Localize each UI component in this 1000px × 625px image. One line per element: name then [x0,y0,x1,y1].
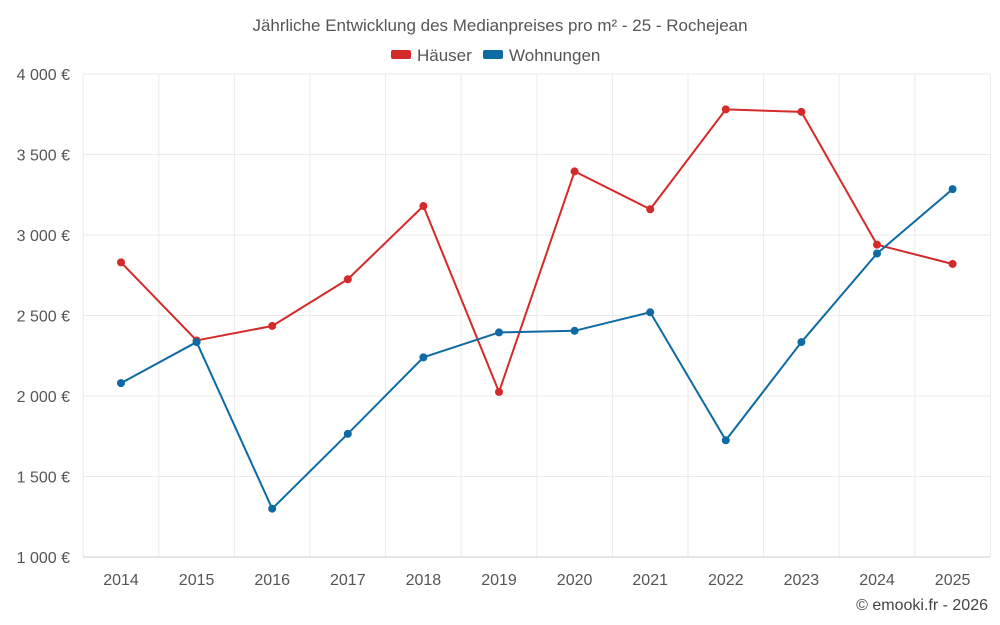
legend-swatch [483,50,503,59]
data-point [873,240,881,249]
y-tick-label: 3 500 € [17,148,70,165]
data-point [419,202,428,211]
data-point [419,353,428,362]
x-tick-label: 2022 [708,572,744,589]
series-line-wohnungen [120,188,954,510]
legend-label: Häuser [417,46,472,65]
data-point [721,436,730,445]
data-point [948,259,957,268]
x-tick-label: 2016 [254,572,290,589]
data-point [797,107,806,116]
data-point [721,105,730,114]
data-point [495,387,503,396]
data-point [797,338,806,347]
x-tick-label: 2025 [935,572,971,589]
y-tick-label: 4 000 € [17,67,70,84]
data-point [268,321,277,330]
data-point [495,328,503,337]
data-point [646,205,655,214]
data-point [570,167,579,176]
data-point [948,185,957,194]
credit-text: © emooki.fr - 2026 [856,597,988,614]
y-tick-label: 1 500 € [17,470,70,487]
x-tick-label: 2020 [557,572,593,589]
data-point [343,429,352,438]
data-point [646,308,655,317]
y-axis: 1 000 € 1 500 € 2 000 € 2 500 € 3 000 € 3 500… [17,67,70,567]
x-tick-label: 2024 [859,572,895,589]
data-point [343,275,352,284]
series-line-häuser [120,108,953,393]
x-axis: 2014 2015 2016 2017 2018 2019 2020 2021 2022 2023… [83,556,990,589]
x-tick-label: 2014 [103,572,139,589]
x-tick-label: 2023 [784,572,820,589]
y-tick-label: 2 500 € [17,309,70,326]
legend-label: Wohnungen [509,46,600,65]
data-point [268,504,277,513]
grid [82,73,991,558]
data-point [873,249,881,258]
series-group [117,105,957,513]
x-tick-label: 2017 [330,572,366,589]
chart-title: Jährliche Entwicklung des Medianpreises … [252,16,747,35]
x-tick-label: 2015 [179,572,215,589]
x-tick-label: 2019 [481,572,517,589]
data-point [117,258,125,267]
y-tick-label: 1 000 € [17,550,70,567]
data-point [570,326,579,335]
legend-swatch [391,50,411,59]
y-tick-label: 2 000 € [17,389,70,406]
x-tick-label: 2018 [406,572,442,589]
x-tick-label: 2021 [632,572,668,589]
y-tick-label: 3 000 € [17,228,70,245]
data-point [117,379,125,388]
data-point [192,338,201,347]
legend: Häuser Wohnungen [391,46,600,65]
